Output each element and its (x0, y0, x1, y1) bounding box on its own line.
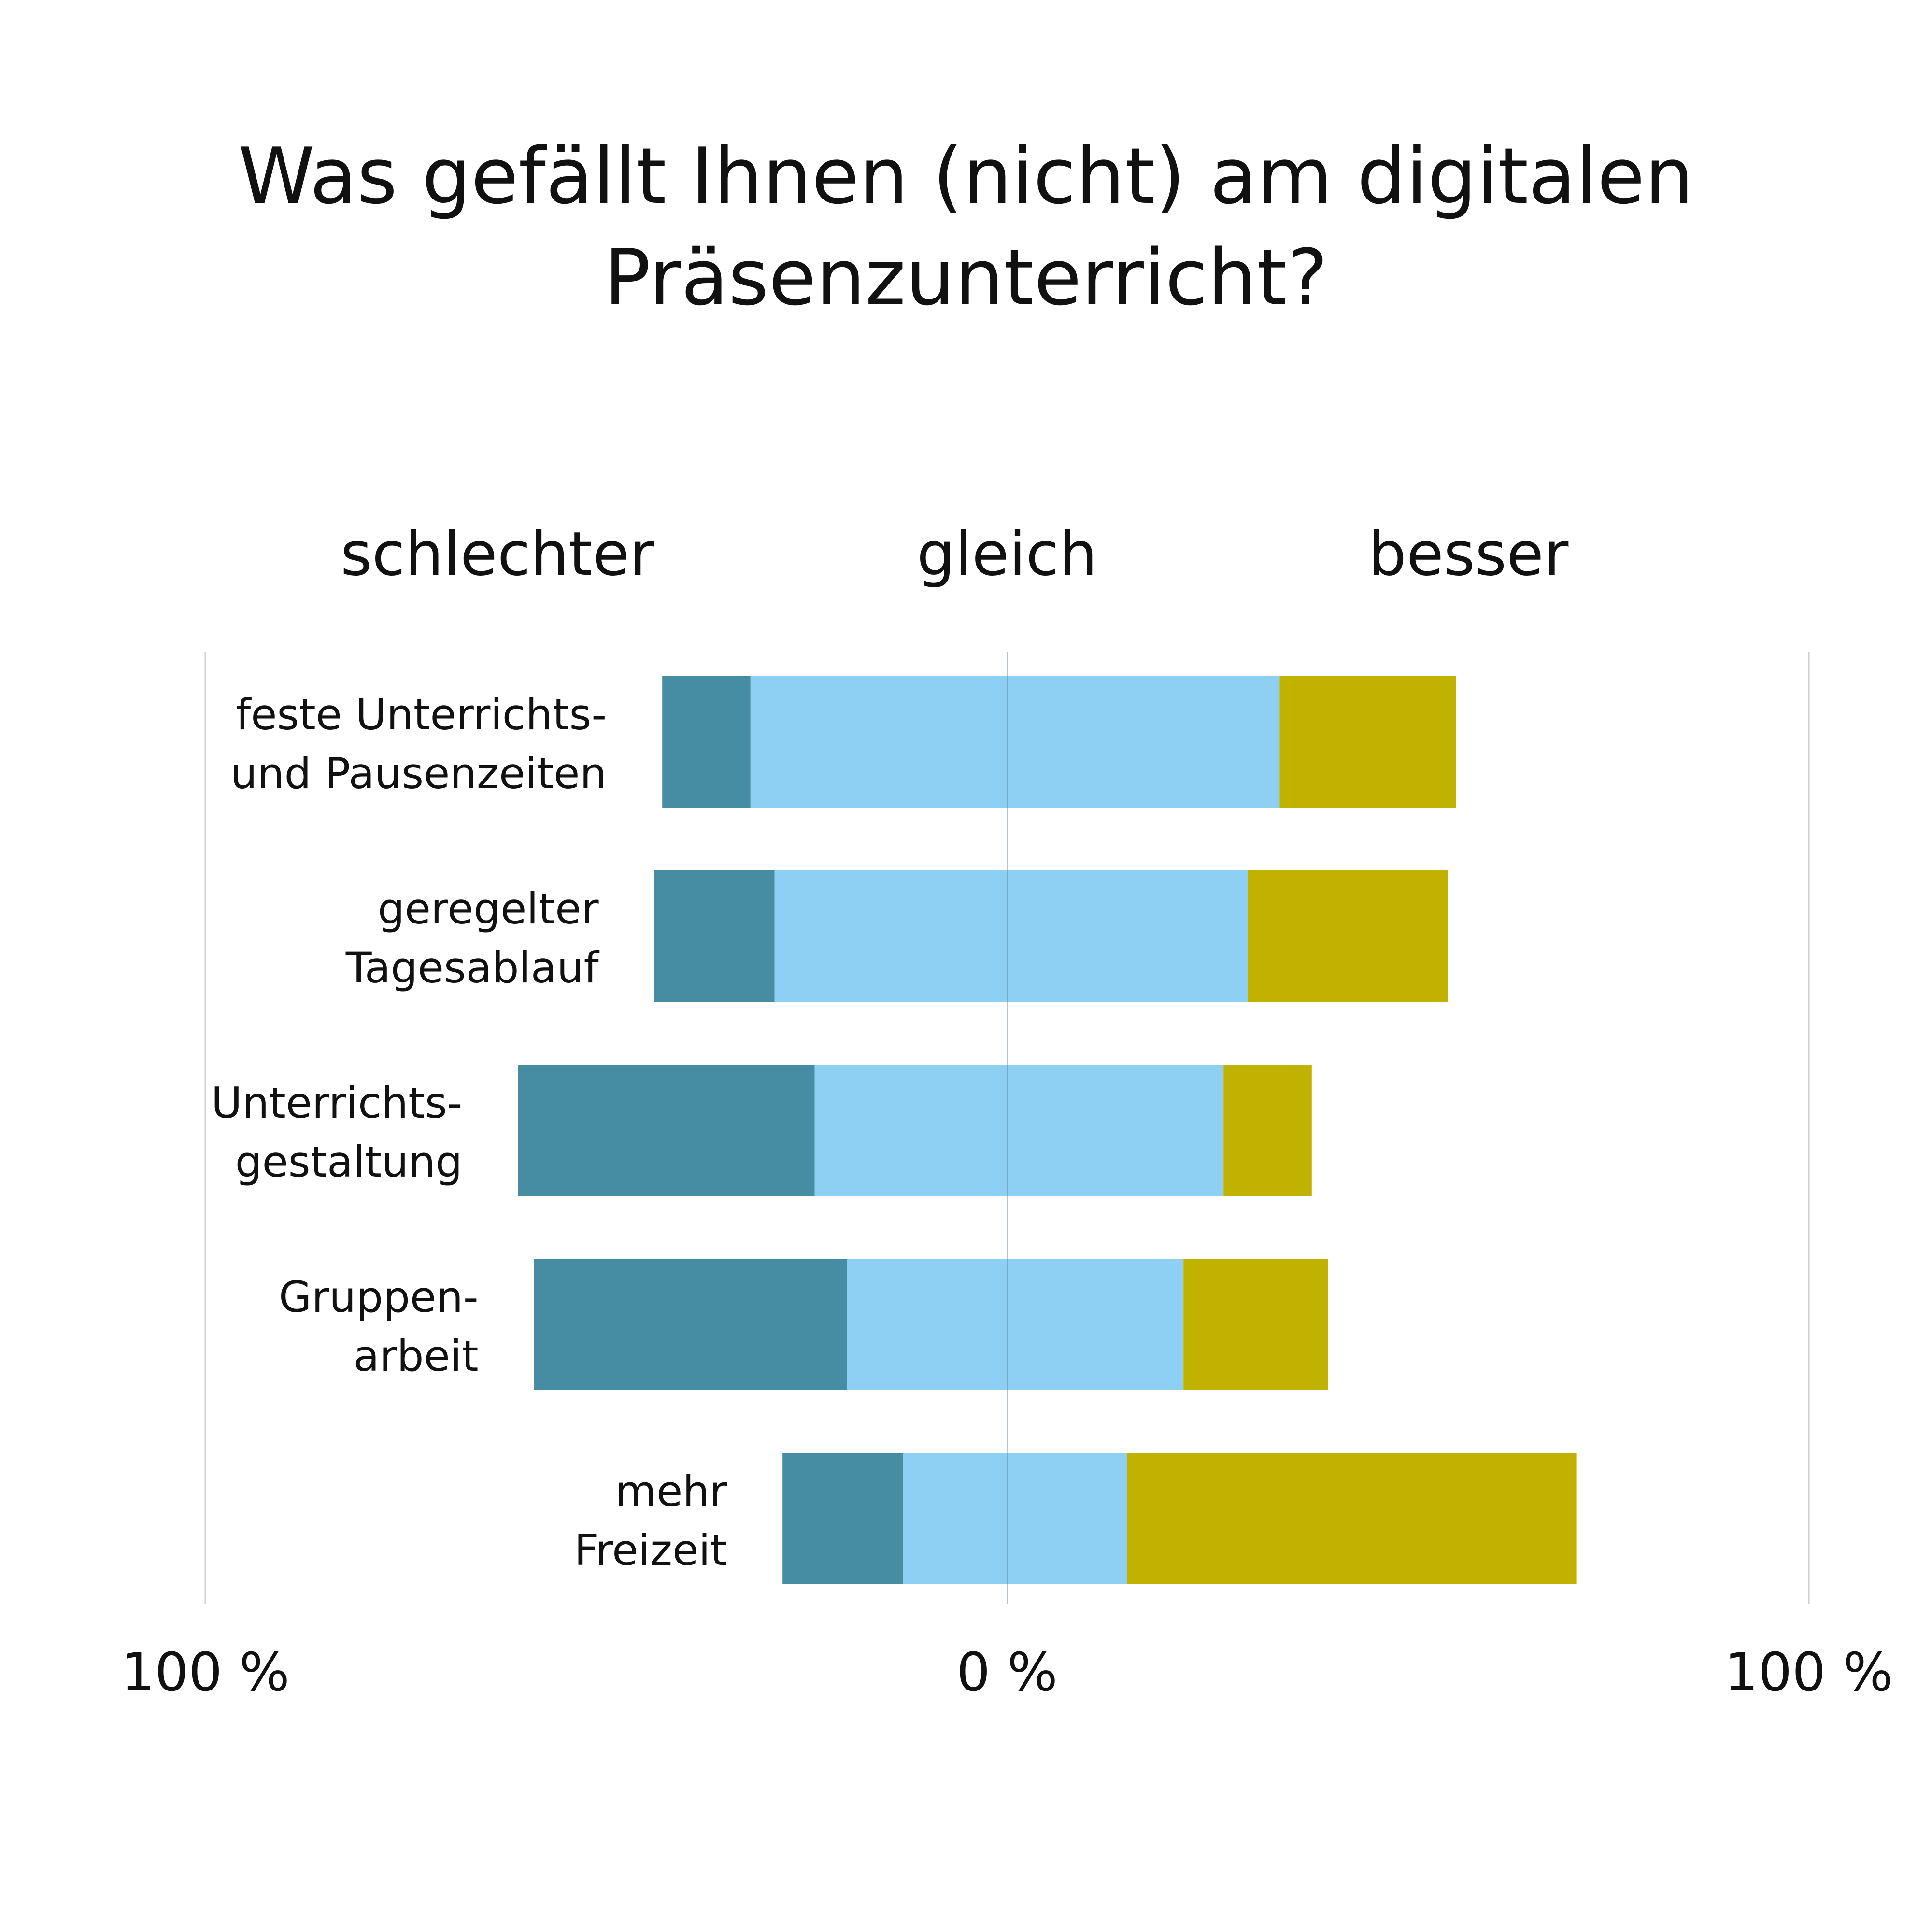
bar-gleich-4 (903, 1453, 1127, 1584)
bar-schlechter-1 (654, 870, 775, 1002)
bars (518, 676, 1577, 1584)
category-label: gestaltung (235, 1137, 463, 1187)
category-label: feste Unterrichts- (236, 690, 607, 739)
x-axis-ticks: 100 % 0 % 100 % (121, 1641, 1893, 1703)
column-header-gleich: gleich (917, 519, 1097, 589)
category-label: geregelter (378, 884, 599, 934)
category-labels: feste Unterrichts-und Pausenzeiten gerege… (211, 690, 727, 1575)
gridlines (204, 652, 1810, 1604)
bar-schlechter-2 (518, 1065, 815, 1196)
category-label: arbeit (354, 1331, 479, 1381)
bar-besser-2 (1223, 1065, 1312, 1196)
column-header-besser: besser (1368, 519, 1569, 589)
x-tick-label: 100 % (121, 1641, 289, 1703)
column-header-schlechter: schlechter (341, 519, 655, 589)
bar-schlechter-3 (534, 1259, 847, 1390)
x-tick-label: 0 % (956, 1641, 1057, 1703)
chart-title-line: Präsenzunterricht? (604, 232, 1328, 323)
category-label: Gruppen- (279, 1272, 479, 1322)
category-label: mehr (615, 1466, 727, 1516)
chart-title-line: Was gefällt Ihnen (nicht) am digitalen (238, 131, 1693, 221)
bar-besser-4 (1127, 1453, 1577, 1584)
column-headers: schlechter gleich besser (341, 519, 1569, 589)
bar-schlechter-0 (662, 676, 751, 808)
bar-gleich-1 (774, 870, 1248, 1002)
category-label: Unterrichts- (211, 1078, 462, 1128)
bar-gleich-3 (847, 1259, 1184, 1390)
bar-besser-0 (1279, 676, 1456, 808)
category-label: Tagesablauf (345, 943, 600, 993)
bar-gleich-0 (750, 676, 1280, 808)
category-label: und Pausenzeiten (230, 749, 607, 798)
bar-schlechter-4 (782, 1453, 903, 1584)
chart-title: Was gefällt Ihnen (nicht) am digitalen Pr… (238, 131, 1693, 323)
bar-gleich-2 (814, 1065, 1224, 1196)
bar-besser-3 (1183, 1259, 1328, 1390)
bar-besser-1 (1248, 870, 1448, 1002)
x-tick-label: 100 % (1724, 1641, 1893, 1703)
category-label: Freizeit (574, 1525, 727, 1575)
